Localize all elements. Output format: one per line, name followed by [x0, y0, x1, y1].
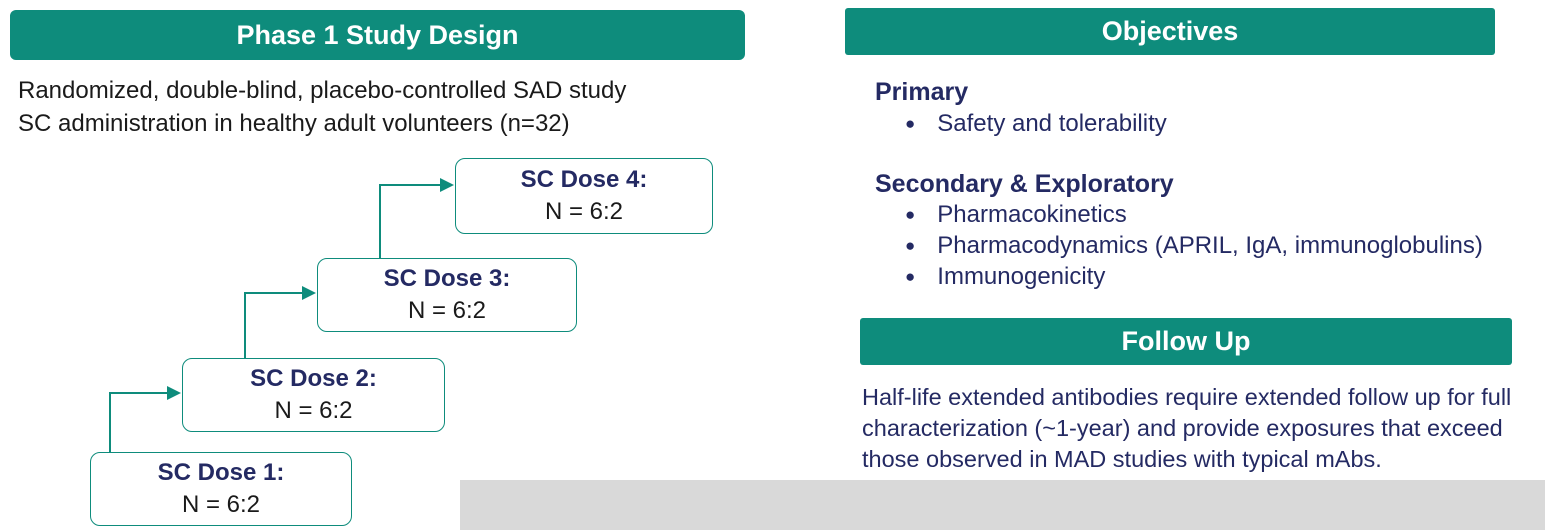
arrowhead-dose4-icon [440, 178, 454, 192]
follow-up-text: Half-life extended antibodies require ex… [862, 384, 1512, 472]
dose-3-value: N = 6:2 [407, 297, 487, 324]
phase1-header-label: Phase 1 Study Design [236, 19, 519, 50]
objectives-header-label: Objectives [1101, 16, 1239, 46]
secondary-bullet-2-text: Pharmacodynamics (APRIL, IgA, immunoglob… [937, 232, 1483, 259]
arrowhead-dose3-icon [302, 286, 316, 300]
secondary-heading: Secondary & Exploratory [875, 170, 1174, 198]
secondary-bullet-1-text: Pharmacokinetics [937, 201, 1127, 228]
secondary-bullet-3: Immunogenicity [905, 263, 1105, 291]
study-description-line1: Randomized, double-blind, placebo-contro… [18, 77, 627, 104]
dose-box-3: SC Dose 3: N = 6:2 [317, 258, 577, 332]
dose-4-label: SC Dose 4: [520, 166, 648, 193]
primary-heading: Primary [875, 78, 969, 106]
objectives-header: Objectives [845, 8, 1495, 55]
follow-up-header: Follow Up [860, 318, 1512, 365]
arrow-dose2-to-dose3-icon [244, 292, 303, 358]
dose-3-label: SC Dose 3: [383, 265, 511, 292]
secondary-bullet-1: Pharmacokinetics [905, 201, 1127, 229]
study-description-line2: SC administration in healthy adult volun… [18, 110, 570, 137]
dose-1-label: SC Dose 1: [157, 459, 285, 486]
follow-up-header-label: Follow Up [1121, 326, 1251, 356]
arrow-dose1-to-dose2-icon [109, 392, 168, 452]
dose-box-4: SC Dose 4: N = 6:2 [455, 158, 713, 234]
arrowhead-dose2-icon [167, 386, 181, 400]
primary-bullet-1: Safety and tolerability [905, 110, 1167, 138]
primary-bullet-1-text: Safety and tolerability [937, 110, 1167, 137]
phase1-study-design-header: Phase 1 Study Design [10, 10, 745, 60]
secondary-bullet-2: Pharmacodynamics (APRIL, IgA, immunoglob… [905, 232, 1483, 260]
dose-box-2: SC Dose 2: N = 6:2 [182, 358, 445, 432]
secondary-bullet-3-text: Immunogenicity [937, 263, 1106, 290]
dose-2-value: N = 6:2 [274, 397, 353, 424]
dose-1-value: N = 6:2 [181, 491, 261, 518]
study-description: Randomized, double-blind, placebo-contro… [18, 74, 626, 140]
dose-4-value: N = 6:2 [544, 198, 624, 225]
arrow-dose3-to-dose4-icon [379, 184, 441, 258]
dose-2-label: SC Dose 2: [250, 365, 377, 392]
bottom-gray-strip [460, 480, 1545, 530]
dose-box-1: SC Dose 1: N = 6:2 [90, 452, 352, 526]
